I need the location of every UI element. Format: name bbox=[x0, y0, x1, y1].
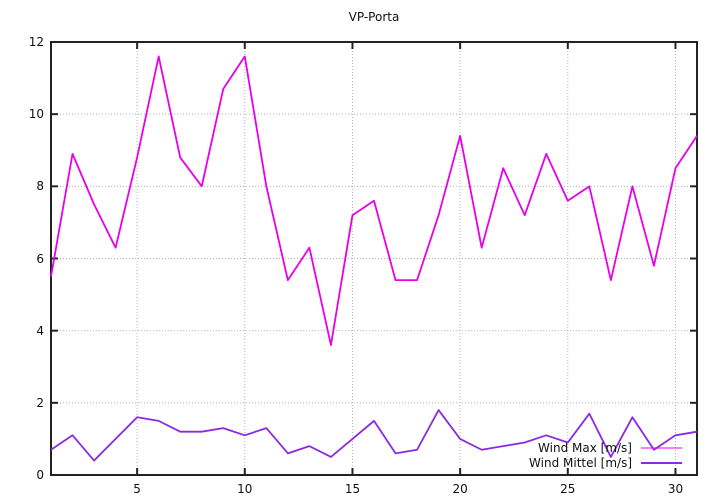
x-tick-label: 25 bbox=[560, 482, 576, 496]
y-tick-label: 0 bbox=[36, 468, 44, 482]
legend: Wind Max [m/s] Wind Mittel [m/s] bbox=[529, 441, 682, 470]
x-tick-label: 15 bbox=[344, 482, 361, 496]
y-tick-label: 6 bbox=[36, 251, 44, 266]
legend-line-sample-wind-mittel bbox=[641, 462, 682, 464]
chart-title: VP-Porta bbox=[348, 10, 400, 24]
series-line-0 bbox=[50, 55, 698, 347]
y-tick-label: 8 bbox=[36, 179, 44, 194]
x-tick-label: 10 bbox=[237, 482, 253, 496]
legend-label-wind-max: Wind Max [m/s] bbox=[538, 441, 632, 455]
y-tick-label: 10 bbox=[28, 107, 44, 122]
legend-item-wind-mittel: Wind Mittel [m/s] bbox=[529, 456, 682, 470]
y-tick-label: 2 bbox=[36, 395, 44, 410]
legend-label-wind-mittel: Wind Mittel [m/s] bbox=[529, 456, 632, 470]
series-line-1 bbox=[50, 409, 698, 462]
legend-item-wind-max: Wind Max [m/s] bbox=[529, 441, 682, 455]
x-tick-label: 30 bbox=[667, 482, 684, 496]
x-tick-label: 5 bbox=[133, 482, 141, 496]
x-tick-label: 20 bbox=[452, 482, 468, 496]
y-tick-label: 12 bbox=[28, 35, 44, 49]
y-tick-label: 4 bbox=[36, 323, 44, 338]
legend-line-sample-wind-max bbox=[641, 447, 682, 449]
